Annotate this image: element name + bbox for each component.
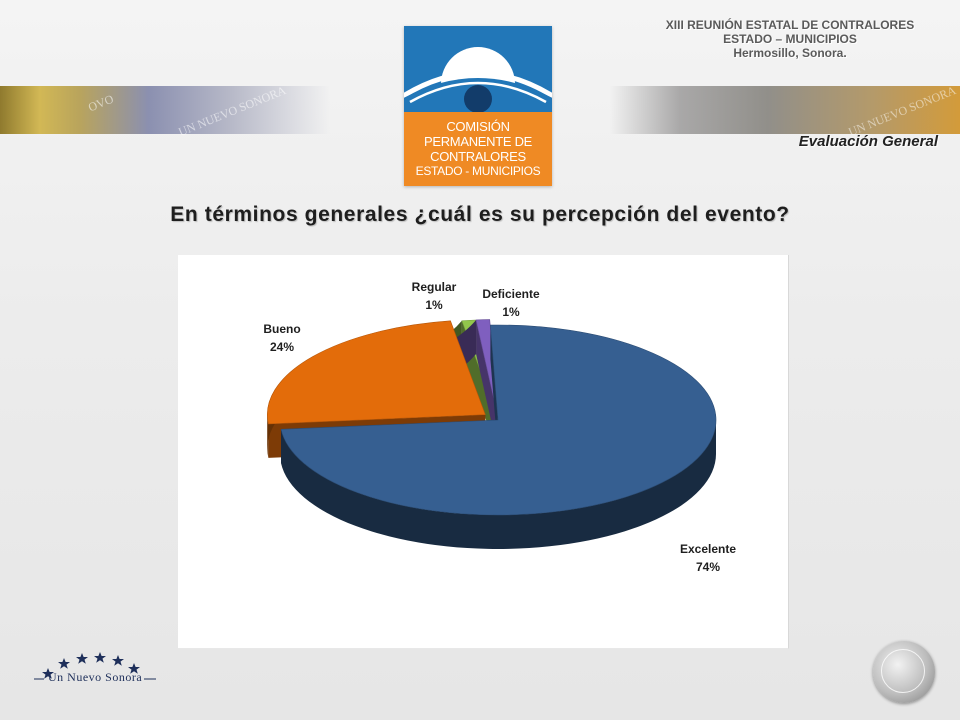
data-label-regular-name: Regular [412,280,457,294]
event-title-line-1: XIII REUNIÓN ESTATAL DE CONTRALORES [665,18,915,32]
event-title-line-3: Hermosillo, Sonora. [733,46,847,60]
data-label-deficiente-percent: 1% [502,305,520,319]
seal-ring [881,649,925,693]
data-label-excelente-percent: 74% [696,560,720,574]
data-label-excelente-name: Excelente [680,542,736,556]
section-title: Evaluación General [798,133,938,150]
data-label-deficiente-name: Deficiente [482,287,540,301]
header-band-right: UN NUEVO SONORA [610,83,960,139]
logo-line-3: CONTRALORES [430,149,526,164]
slice-wall-deficiente-0 [476,319,498,449]
pie-slice-excelente [280,324,717,549]
pie-chart: Excelente 74% Bueno 24% Regular 1% Deficiente 1… [263,280,736,574]
event-title: XIII REUNIÓN ESTATAL DE CONTRALORES ESTA… [640,18,940,60]
data-label-bueno-percent: 24% [270,340,294,354]
logo-line-4: ESTADO - MUNICIPIOS [415,164,541,178]
band-watermark-left: UN NUEVO SONORA [176,83,288,140]
footer-brand-text: Un Nuevo Sonora [48,670,143,684]
logo-line-1: COMISIÓN [446,119,510,134]
survey-question: En términos generales ¿cuál es su percep… [170,203,790,226]
logo-line-2: PERMANENTE DE [423,134,533,149]
logo-emblem [404,26,552,112]
data-label-regular-percent: 1% [425,298,443,312]
slice-rim-excelente-0 [281,420,716,549]
eye-emblem-icon [404,47,552,112]
event-title-line-2: ESTADO – MUNICIPIOS [723,32,857,46]
state-seal-icon [873,641,935,703]
slice-top-deficiente [475,319,498,415]
slice-top-bueno [267,320,486,425]
header-band-left: OVO UN NUEVO SONORA [0,83,330,139]
stars-icon [42,652,140,679]
slice-top-excelente [280,324,717,516]
un-nuevo-sonora-logo [34,652,156,680]
band-watermark-right: UN NUEVO SONORA [846,83,958,140]
chart-area: Excelente 74% Bueno 24% Regular 1% Deficiente 1… [178,255,789,649]
band-watermark-short: OVO [86,91,116,115]
data-label-bueno-name: Bueno [263,322,300,336]
commission-logo: COMISIÓN PERMANENTE DE CONTRALORES ESTAD… [404,26,552,186]
logo-text-block: COMISIÓN PERMANENTE DE CONTRALORES ESTAD… [404,112,552,186]
